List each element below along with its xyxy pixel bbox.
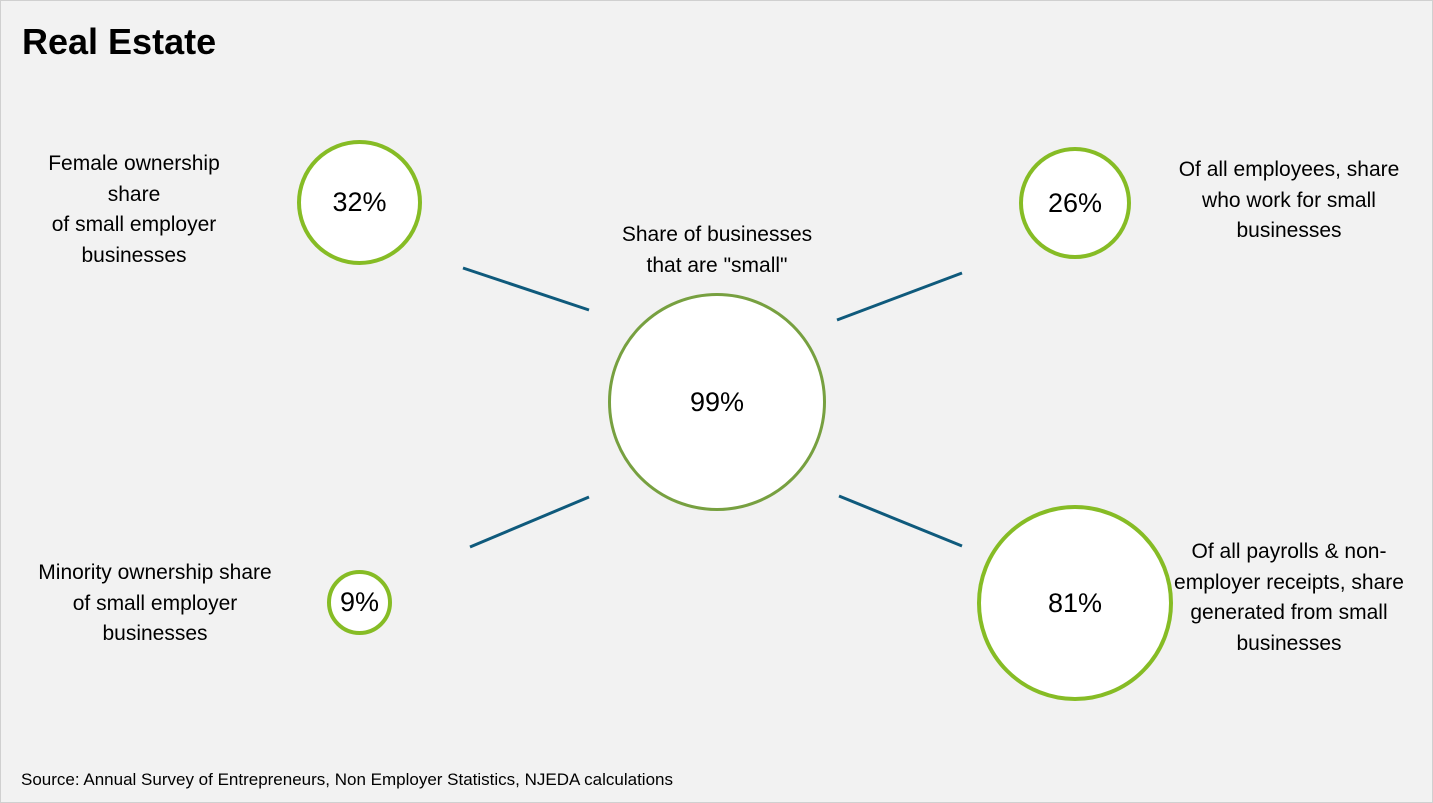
payrolls-share-circle: 81% <box>977 505 1173 701</box>
payrolls-share-value: 81% <box>1047 587 1103 618</box>
employees-share-circle: 26% <box>1019 147 1131 259</box>
page-title: Real Estate <box>22 21 217 62</box>
source-note: Source: Annual Survey of Entrepreneurs, … <box>21 770 673 789</box>
employees-share-value: 26% <box>1047 187 1103 218</box>
connector-line-female <box>462 266 590 312</box>
connector-line-minority <box>469 495 590 549</box>
female-ownership-value: 32% <box>332 187 387 217</box>
employees-share-label: Of all employees, share who work for sma… <box>1178 158 1400 242</box>
connector-line-employees <box>836 271 963 322</box>
minority-ownership-value: 9% <box>339 587 380 617</box>
minority-ownership-label: Minority ownership share of small employ… <box>38 561 272 645</box>
female-ownership-label: Female ownership share of small employer… <box>48 152 220 267</box>
center-value-circle: 99% <box>608 293 826 511</box>
center-label: Share of businesses that are "small" <box>621 223 813 277</box>
female-ownership-circle: 32% <box>297 140 422 265</box>
connector-line-payrolls <box>838 494 963 548</box>
payrolls-share-label: Of all payrolls & non- employer receipts… <box>1174 540 1404 655</box>
center-value: 99% <box>689 386 745 417</box>
minority-ownership-circle: 9% <box>327 570 392 635</box>
